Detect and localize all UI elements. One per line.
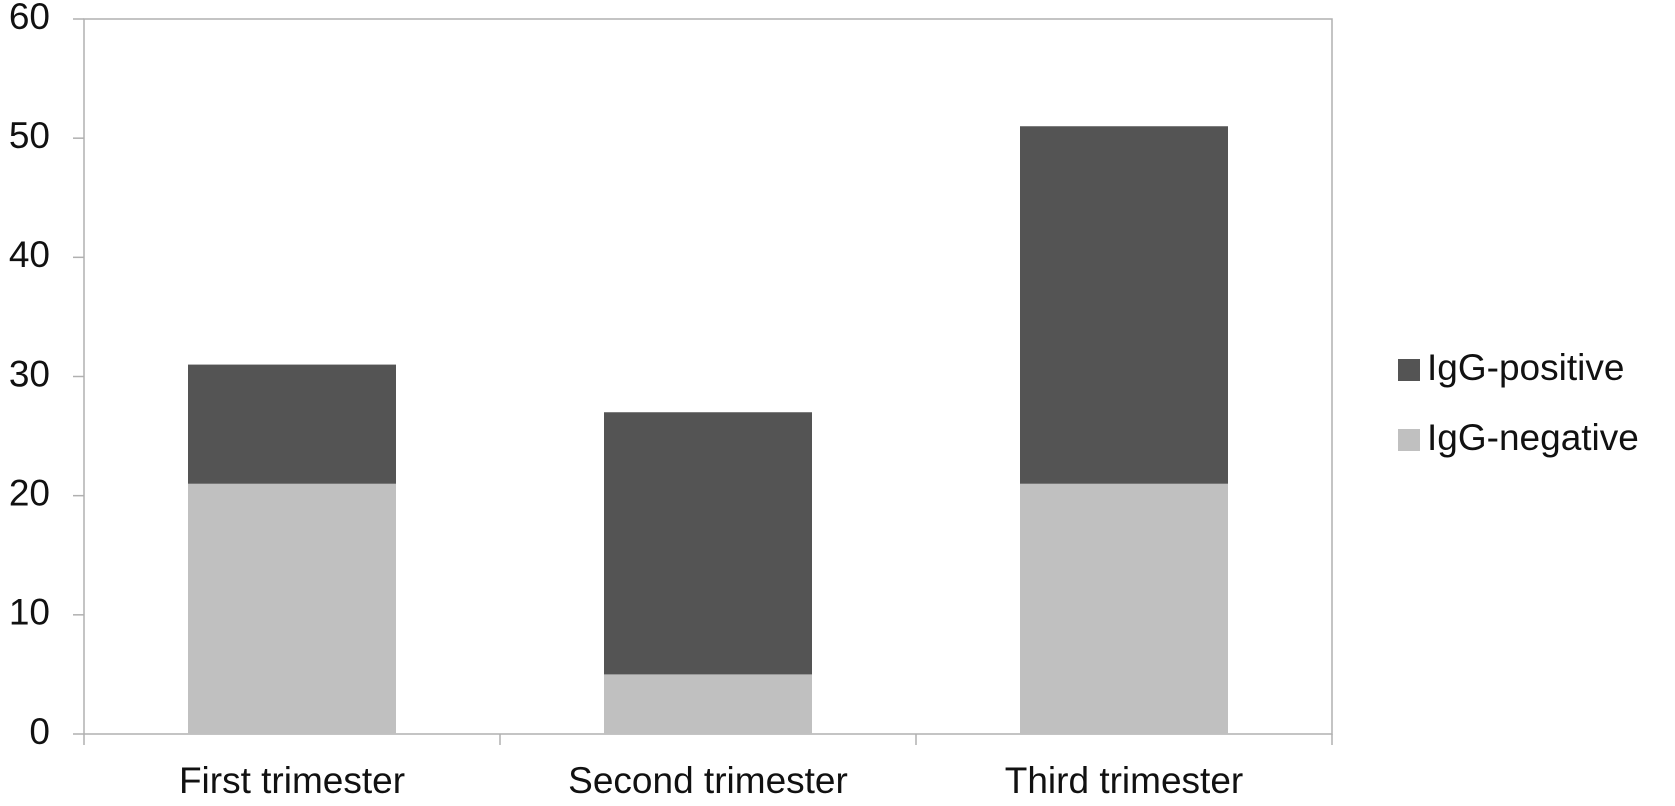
y-tick-label: 30 xyxy=(9,353,50,394)
y-tick-label: 0 xyxy=(29,711,50,752)
bar-segment xyxy=(604,412,812,675)
y-tick-label: 20 xyxy=(9,472,50,513)
bar-segment xyxy=(188,364,396,484)
y-tick-label: 50 xyxy=(9,115,50,156)
bar-segment xyxy=(604,674,812,734)
bar-segment xyxy=(1020,126,1228,484)
legend-label: IgG-positive xyxy=(1427,347,1624,388)
legend-swatch xyxy=(1398,359,1420,381)
x-tick-label: Third trimester xyxy=(1005,760,1243,801)
bar-segment xyxy=(1020,483,1228,734)
y-tick-label: 40 xyxy=(9,234,50,275)
legend-label: IgG-negative xyxy=(1427,417,1639,458)
y-tick-label: 60 xyxy=(9,0,50,37)
bar-segment xyxy=(188,483,396,734)
legend-swatch xyxy=(1398,429,1420,451)
y-tick-label: 10 xyxy=(9,592,50,633)
x-tick-label: Second trimester xyxy=(568,760,848,801)
x-tick-label: First trimester xyxy=(179,760,405,801)
